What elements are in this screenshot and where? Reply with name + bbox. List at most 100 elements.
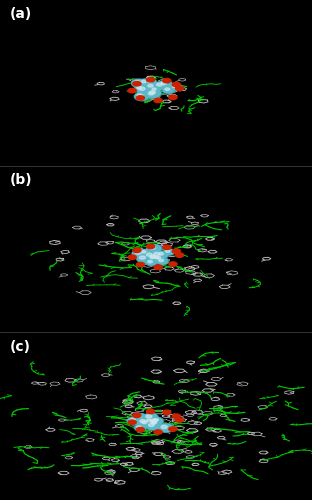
- Circle shape: [132, 250, 148, 258]
- Circle shape: [159, 259, 163, 262]
- Text: (c): (c): [9, 340, 30, 354]
- Circle shape: [151, 251, 166, 260]
- Circle shape: [142, 421, 147, 424]
- Circle shape: [137, 86, 142, 89]
- Circle shape: [152, 256, 163, 261]
- Circle shape: [146, 80, 156, 84]
- Circle shape: [146, 84, 158, 90]
- Circle shape: [133, 248, 141, 252]
- Circle shape: [134, 414, 147, 421]
- Circle shape: [149, 246, 155, 249]
- Circle shape: [147, 418, 163, 426]
- Circle shape: [146, 244, 162, 253]
- Circle shape: [154, 82, 168, 90]
- Circle shape: [163, 87, 174, 93]
- Circle shape: [154, 256, 158, 258]
- Circle shape: [136, 96, 144, 100]
- Circle shape: [144, 418, 156, 424]
- Circle shape: [169, 427, 177, 432]
- Circle shape: [154, 265, 162, 270]
- Circle shape: [156, 256, 161, 259]
- Text: (b): (b): [9, 174, 32, 188]
- Circle shape: [146, 91, 159, 98]
- Circle shape: [149, 254, 160, 260]
- Circle shape: [158, 424, 174, 432]
- Circle shape: [133, 82, 141, 86]
- Circle shape: [150, 91, 155, 94]
- Circle shape: [134, 414, 146, 420]
- Circle shape: [156, 252, 169, 258]
- Circle shape: [158, 80, 173, 88]
- Circle shape: [148, 92, 154, 95]
- Circle shape: [172, 85, 177, 87]
- Circle shape: [139, 250, 151, 256]
- Circle shape: [172, 249, 180, 254]
- Circle shape: [139, 79, 152, 86]
- Circle shape: [148, 260, 152, 263]
- Circle shape: [146, 422, 161, 430]
- Circle shape: [147, 410, 155, 414]
- Circle shape: [145, 83, 159, 90]
- Circle shape: [135, 251, 141, 254]
- Circle shape: [136, 428, 144, 432]
- Circle shape: [170, 84, 181, 90]
- Circle shape: [152, 418, 163, 423]
- Circle shape: [169, 95, 177, 100]
- Circle shape: [134, 425, 147, 431]
- Circle shape: [135, 86, 146, 91]
- Circle shape: [148, 84, 153, 87]
- Circle shape: [148, 90, 160, 96]
- Circle shape: [148, 418, 162, 426]
- Circle shape: [151, 418, 161, 424]
- Circle shape: [128, 88, 136, 93]
- Circle shape: [134, 80, 140, 84]
- Circle shape: [152, 255, 163, 262]
- Circle shape: [137, 255, 151, 262]
- Circle shape: [163, 249, 175, 255]
- Circle shape: [134, 86, 147, 92]
- Circle shape: [139, 87, 145, 90]
- Circle shape: [152, 418, 163, 424]
- Circle shape: [146, 253, 152, 256]
- Circle shape: [144, 414, 157, 421]
- Circle shape: [136, 262, 144, 267]
- Circle shape: [163, 410, 171, 414]
- Circle shape: [158, 252, 163, 255]
- Circle shape: [127, 417, 142, 425]
- Circle shape: [150, 256, 155, 258]
- Circle shape: [154, 82, 167, 89]
- Circle shape: [172, 82, 180, 86]
- Circle shape: [144, 252, 157, 259]
- Circle shape: [149, 420, 161, 426]
- Circle shape: [150, 87, 160, 92]
- Circle shape: [146, 422, 159, 430]
- Circle shape: [140, 420, 152, 426]
- Circle shape: [157, 252, 168, 258]
- Circle shape: [147, 78, 155, 82]
- Circle shape: [130, 418, 135, 422]
- Circle shape: [149, 420, 163, 428]
- Circle shape: [134, 92, 150, 100]
- Circle shape: [148, 254, 161, 260]
- Circle shape: [143, 414, 158, 422]
- Circle shape: [151, 421, 157, 424]
- Circle shape: [157, 258, 168, 264]
- Circle shape: [137, 94, 143, 97]
- Circle shape: [137, 254, 152, 263]
- Circle shape: [149, 420, 160, 426]
- Circle shape: [150, 419, 157, 422]
- Circle shape: [146, 260, 158, 266]
- Circle shape: [133, 413, 141, 418]
- Circle shape: [176, 253, 184, 258]
- Circle shape: [139, 250, 150, 256]
- Circle shape: [169, 262, 177, 266]
- Circle shape: [147, 419, 151, 422]
- Circle shape: [148, 255, 160, 262]
- Circle shape: [154, 252, 160, 256]
- Circle shape: [128, 420, 136, 424]
- Circle shape: [133, 250, 147, 258]
- Circle shape: [148, 80, 152, 82]
- Circle shape: [138, 418, 151, 426]
- Circle shape: [165, 250, 170, 252]
- Circle shape: [163, 78, 171, 83]
